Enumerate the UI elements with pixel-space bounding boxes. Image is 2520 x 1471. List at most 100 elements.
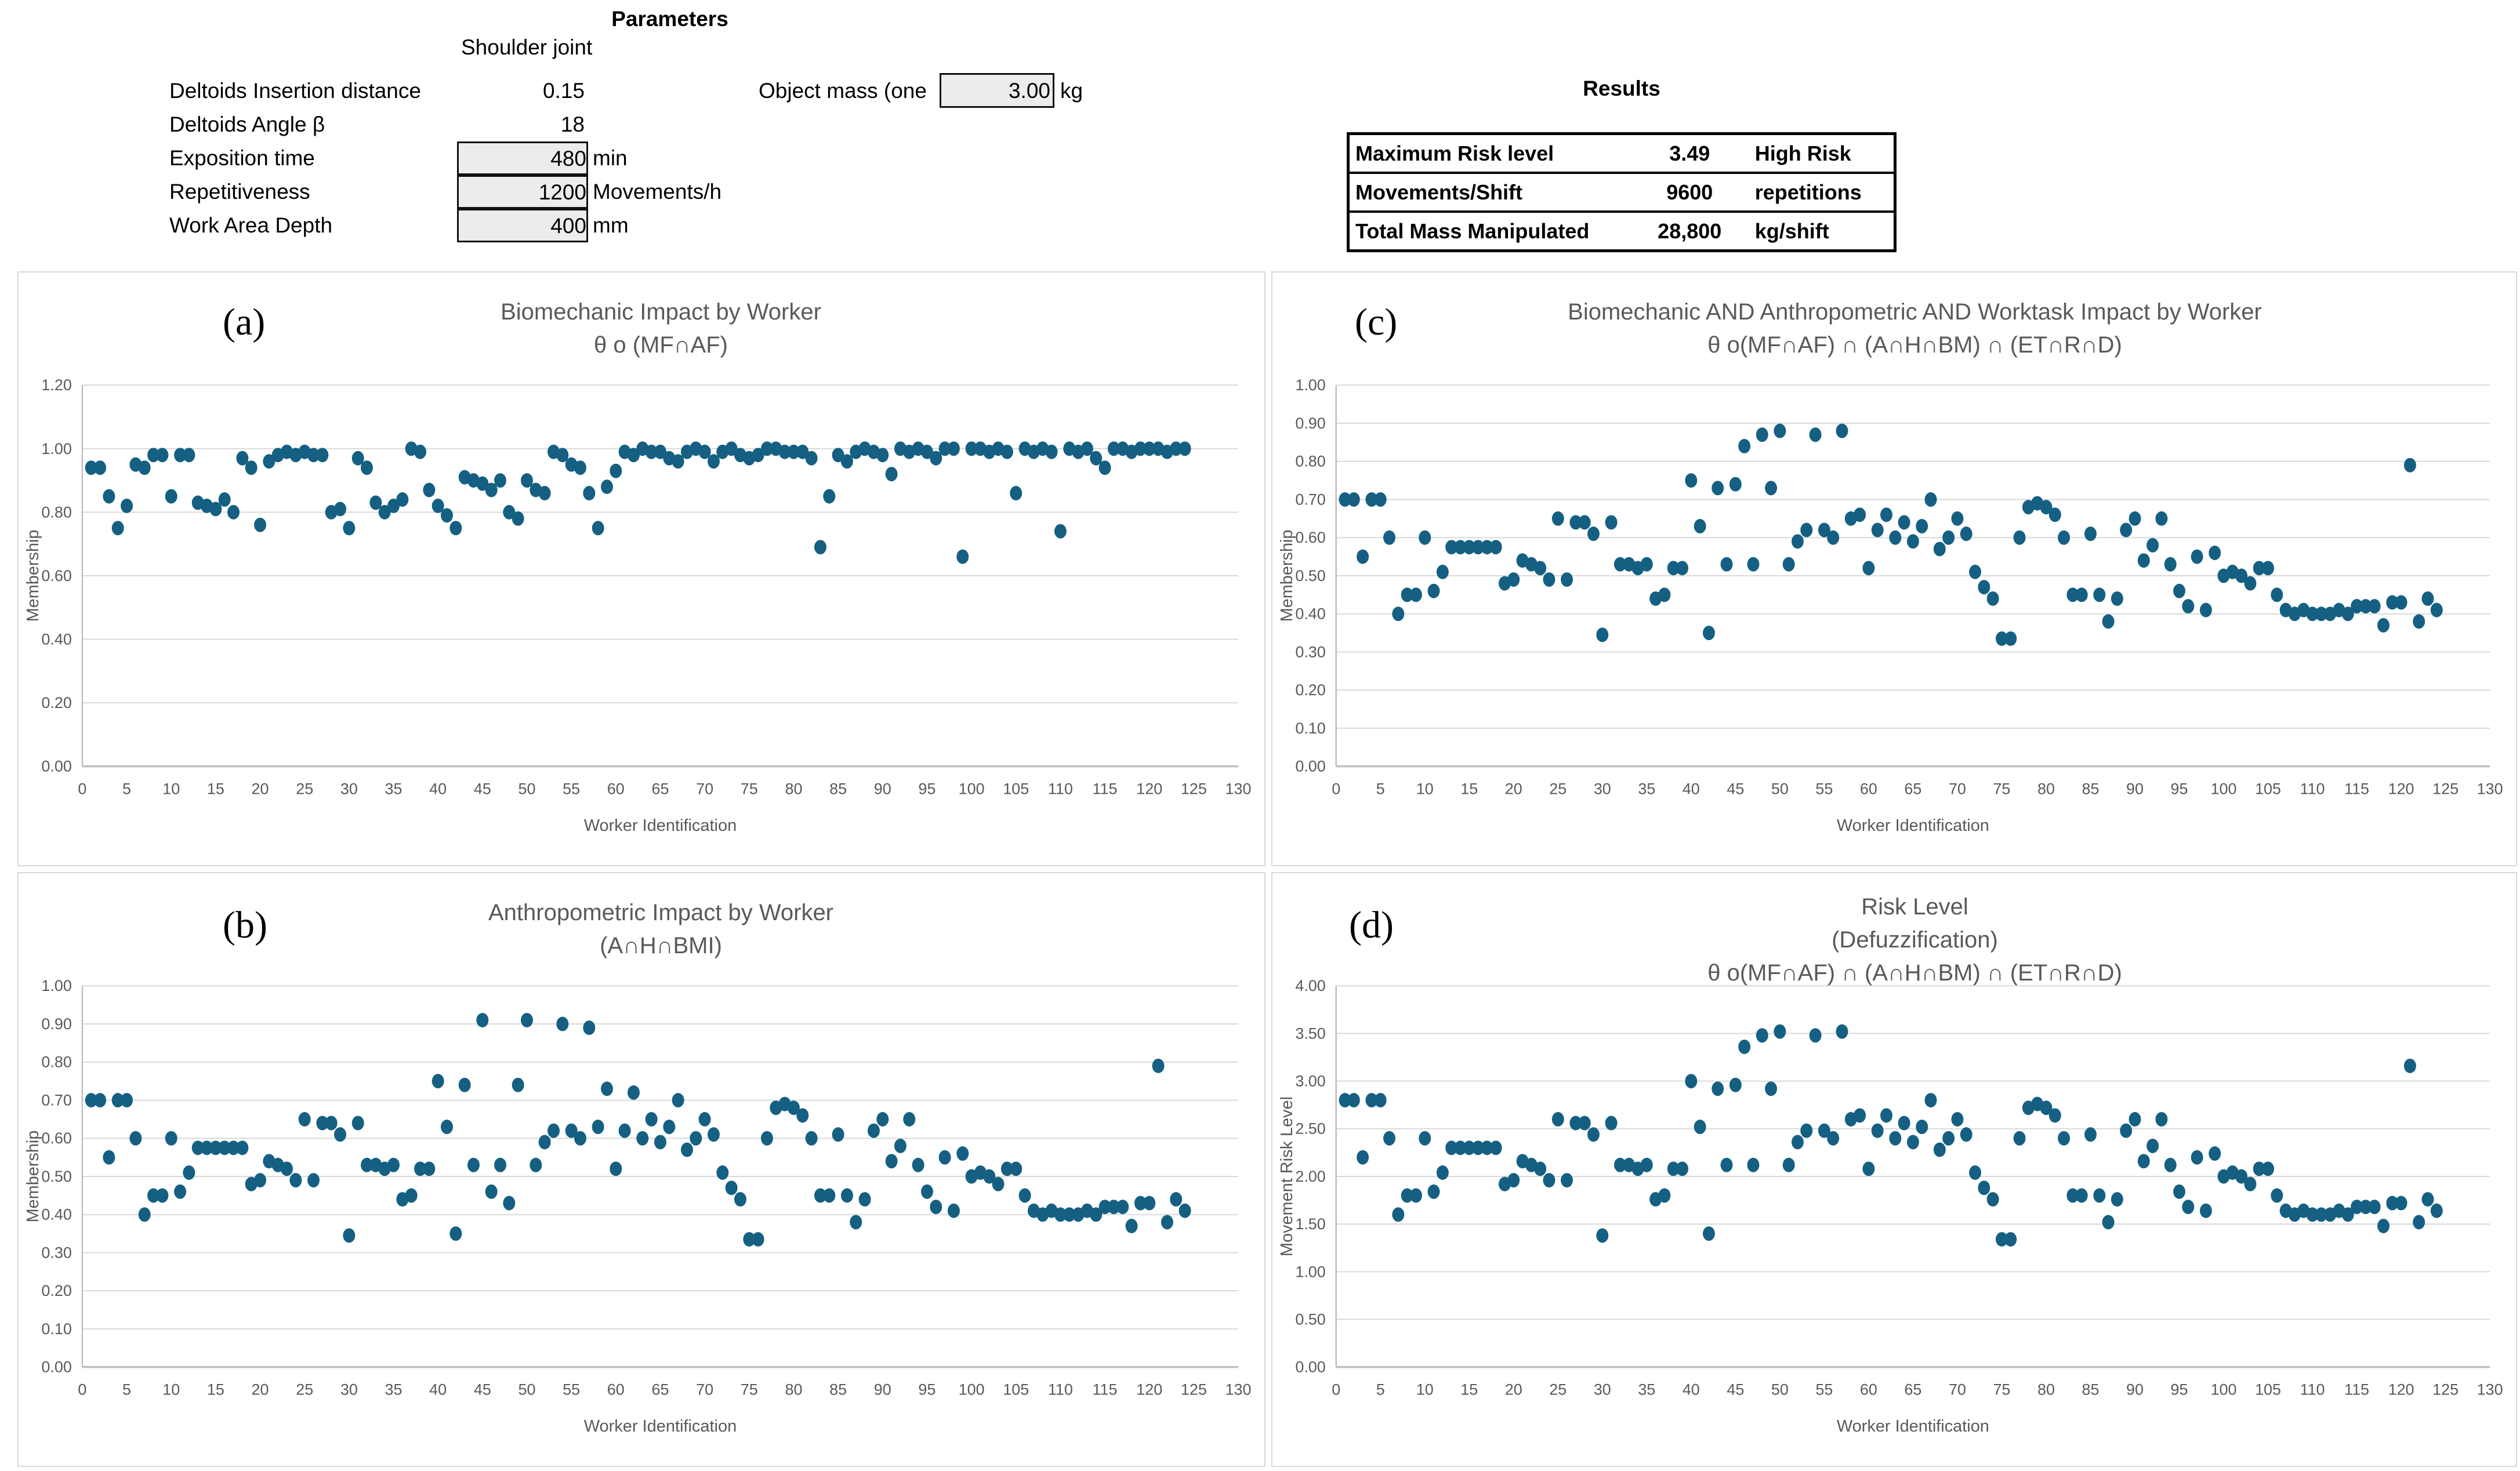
data-point [1018, 1188, 1031, 1203]
data-point [2199, 602, 2212, 618]
data-point [672, 454, 684, 469]
data-point [1463, 1141, 1475, 1156]
data-point [1401, 1188, 1413, 1203]
data-point [2146, 1138, 2159, 1153]
data-point [1676, 1161, 1688, 1176]
svg-text:35: 35 [385, 780, 403, 798]
data-point [2164, 1157, 2177, 1172]
svg-text:0.10: 0.10 [41, 1320, 71, 1338]
data-point [1747, 557, 1760, 572]
data-point [1924, 1093, 1937, 1107]
data-point [165, 1131, 177, 1146]
data-point [2359, 599, 2372, 613]
svg-text:125: 125 [1181, 1381, 1207, 1399]
data-point [387, 498, 400, 513]
svg-text:0: 0 [78, 780, 86, 798]
data-point [1658, 587, 1671, 602]
svg-text:90: 90 [874, 780, 891, 798]
svg-text:0.70: 0.70 [1295, 491, 1325, 508]
data-point [760, 441, 773, 456]
data-point [1986, 1192, 1999, 1207]
x-axis-title: Worker Identification [1837, 1417, 1989, 1436]
data-point [752, 1232, 764, 1247]
data-point [930, 451, 942, 466]
data-point [832, 1127, 844, 1142]
svg-text:30: 30 [340, 780, 358, 798]
data-point [1942, 530, 1955, 545]
results-row: Movements/Shift 9600 repetitions [1350, 174, 1894, 213]
data-point [583, 1020, 596, 1036]
data-point [2395, 595, 2407, 610]
svg-text:50: 50 [518, 1381, 535, 1399]
data-point [1720, 557, 1733, 572]
svg-text:30: 30 [1594, 780, 1611, 797]
data-point [2235, 1169, 2248, 1184]
data-point [1472, 1141, 1485, 1156]
data-point [174, 448, 187, 463]
data-point [538, 1135, 551, 1150]
y-axis-title: Membership [1278, 530, 1296, 622]
svg-text:70: 70 [1949, 1381, 1966, 1398]
svg-text:95: 95 [2171, 780, 2188, 797]
param-input-exposition-time[interactable]: 480 [457, 141, 588, 175]
data-point [2386, 1196, 2399, 1211]
data-point [938, 441, 951, 456]
data-point [2137, 553, 2150, 568]
svg-text:60: 60 [607, 1381, 625, 1399]
svg-text:115: 115 [1093, 1381, 1118, 1399]
data-point [1143, 1196, 1156, 1211]
svg-text:0.30: 0.30 [1295, 643, 1325, 660]
data-point [485, 482, 498, 497]
svg-text:55: 55 [1815, 1381, 1833, 1398]
svg-text:105: 105 [1003, 1381, 1029, 1399]
data-point [1729, 1077, 1742, 1092]
data-point [485, 1184, 498, 1199]
svg-text:10: 10 [162, 780, 180, 798]
data-point [592, 521, 604, 536]
data-point [494, 473, 506, 488]
data-point [2262, 561, 2275, 576]
svg-text:0.70: 0.70 [41, 1091, 71, 1109]
chart-title-line: θ o(MF∩AF) ∩ (A∩H∩BM) ∩ (ET∩R∩D) [1707, 960, 2122, 986]
svg-text:0.40: 0.40 [41, 631, 71, 648]
data-point [1916, 1120, 1928, 1134]
chart-panel-c: (c) Biomechanic AND Anthropometric AND Wo… [1271, 271, 2517, 866]
svg-text:35: 35 [385, 1381, 403, 1399]
data-point [2146, 537, 2159, 553]
data-point [334, 1127, 347, 1142]
svg-text:25: 25 [1549, 1381, 1567, 1398]
data-point [2093, 1188, 2106, 1203]
data-point [165, 489, 177, 504]
data-point [1481, 1141, 1493, 1156]
svg-text:85: 85 [829, 780, 847, 798]
data-point [1507, 1173, 1520, 1187]
scatter-points [1339, 423, 2443, 646]
data-point [334, 502, 347, 517]
svg-text:20: 20 [1505, 780, 1522, 797]
param-unit: min [593, 146, 628, 170]
data-point [441, 1120, 453, 1134]
svg-text:40: 40 [429, 780, 447, 798]
data-point [316, 448, 329, 463]
data-point [1409, 587, 1422, 602]
data-point [174, 1184, 187, 1199]
data-point [538, 486, 551, 500]
data-point [823, 1188, 836, 1203]
panel-letter: (c) [1355, 301, 1398, 343]
data-point [1640, 1157, 1653, 1172]
data-point [1720, 1157, 1733, 1172]
svg-text:0.90: 0.90 [1295, 415, 1325, 432]
svg-text:45: 45 [1727, 780, 1744, 797]
chart-title-line: θ o(MF∩AF) ∩ (A∩H∩BM) ∩ (ET∩R∩D) [1707, 332, 2122, 358]
param-input-work-area-depth[interactable]: 400 [457, 209, 588, 242]
data-point [1551, 1112, 1564, 1127]
object-mass-input[interactable]: 3.00 [940, 73, 1054, 108]
svg-text:120: 120 [2388, 780, 2414, 797]
data-point [2413, 614, 2425, 629]
data-point [1054, 524, 1067, 539]
data-point [1357, 549, 1369, 564]
data-point [680, 1142, 693, 1157]
x-axis-title: Worker Identification [584, 1417, 737, 1436]
svg-text:40: 40 [429, 1381, 447, 1399]
param-input-repetitiveness[interactable]: 1200 [457, 175, 588, 209]
